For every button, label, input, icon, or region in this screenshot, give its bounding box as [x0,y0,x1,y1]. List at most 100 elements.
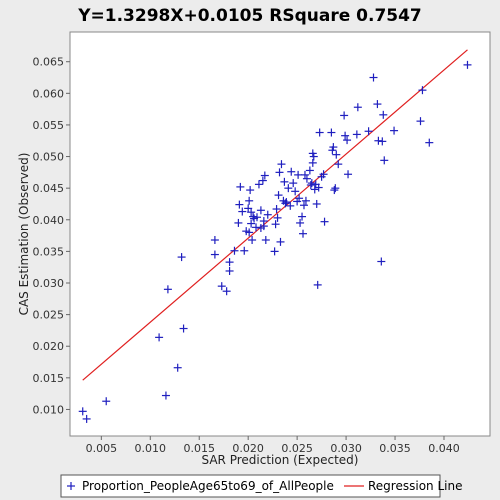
data-point [236,182,245,191]
data-point [247,219,256,228]
data-point [299,229,308,238]
data-point [256,206,265,215]
data-point [234,218,243,227]
data-point [235,200,244,209]
legend-label-points: Proportion_PeopleAge65to69_of_AllPeople [82,479,334,493]
data-point [248,236,257,245]
data-point [161,391,170,400]
y-tick-label: 0.055 [33,119,65,132]
data-point [258,176,267,185]
y-tick-label: 0.050 [33,151,65,164]
chart-title: Y=1.3298X+0.0105 RSquare 0.7547 [77,6,422,26]
data-point [276,237,285,246]
data-point [305,166,314,175]
x-tick-label: 0.005 [86,442,118,455]
data-point [308,158,317,167]
data-point [295,194,304,203]
data-point [319,170,328,179]
data-point [418,86,427,95]
data-point [327,128,336,137]
data-point [252,213,261,222]
data-point [374,136,383,145]
data-point [277,160,286,169]
data-point [275,168,284,177]
legend-marker-points [67,482,75,490]
y-tick-label: 0.065 [33,56,65,69]
data-point [330,186,339,195]
data-point [240,246,249,255]
data-point [379,110,388,119]
data-point [163,285,172,294]
data-point [173,363,182,372]
data-point [289,179,298,188]
data-point [179,324,188,333]
data-point [373,100,382,109]
data-point [378,137,387,146]
data-point [238,207,247,216]
data-point [369,73,378,82]
data-point [377,257,386,266]
x-tick-label: 0.040 [428,442,460,455]
data-point [259,222,268,231]
data-point [155,333,164,342]
data-point [364,127,373,136]
data-point [320,217,329,226]
data-point [390,126,399,135]
data-point [274,191,283,200]
data-point [252,223,261,232]
x-tick-label: 0.020 [232,442,264,455]
data-point [280,177,289,186]
data-point [82,414,91,423]
data-point [291,187,300,196]
data-point [294,170,303,179]
data-point [309,152,318,161]
data-point [217,282,226,291]
y-axis: 0.010 0.015 0.020 0.025 0.030 0.035 0.040 0.045… [33,56,70,416]
x-axis-label: SAR Prediction (Expected) [202,453,359,467]
data-point [340,111,349,120]
x-tick-label: 0.015 [183,442,215,455]
data-point [270,247,279,256]
data-point [463,60,472,69]
data-point [380,156,389,165]
legend: Proportion_PeopleAge65to69_of_AllPeople … [60,474,462,498]
data-point [312,199,321,208]
data-point [261,236,270,245]
points-layer [78,60,472,423]
data-point [177,253,186,262]
x-axis: 0.005 0.010 0.015 0.020 0.025 0.030 0.035 0.040 [86,436,460,455]
data-point [344,170,353,179]
data-point [284,184,293,193]
data-point [225,266,234,275]
y-tick-label: 0.020 [33,340,65,353]
data-point [210,236,219,245]
data-point [260,171,269,180]
data-point [332,150,341,159]
data-point [315,128,324,137]
data-point [296,218,305,227]
y-tick-label: 0.025 [33,309,65,322]
data-point [102,397,111,406]
y-tick-label: 0.040 [33,214,65,227]
y-tick-label: 0.035 [33,245,65,258]
data-point [249,212,258,221]
data-point [300,170,309,179]
legend-box [60,474,441,498]
y-tick-label: 0.015 [33,372,65,385]
data-point [246,186,255,195]
data-point [310,185,319,194]
data-point [334,160,343,169]
x-tick-label: 0.010 [135,442,167,455]
data-point [416,117,425,126]
y-tick-label: 0.030 [33,277,65,290]
data-point [314,183,323,192]
data-point [286,201,295,210]
data-point [353,103,362,112]
data-point [301,196,310,205]
data-point [287,167,296,176]
data-point [272,205,281,214]
data-point [425,138,434,147]
regression-line [82,49,468,381]
y-axis-label: CAS Estimation (Observed) [17,153,31,316]
